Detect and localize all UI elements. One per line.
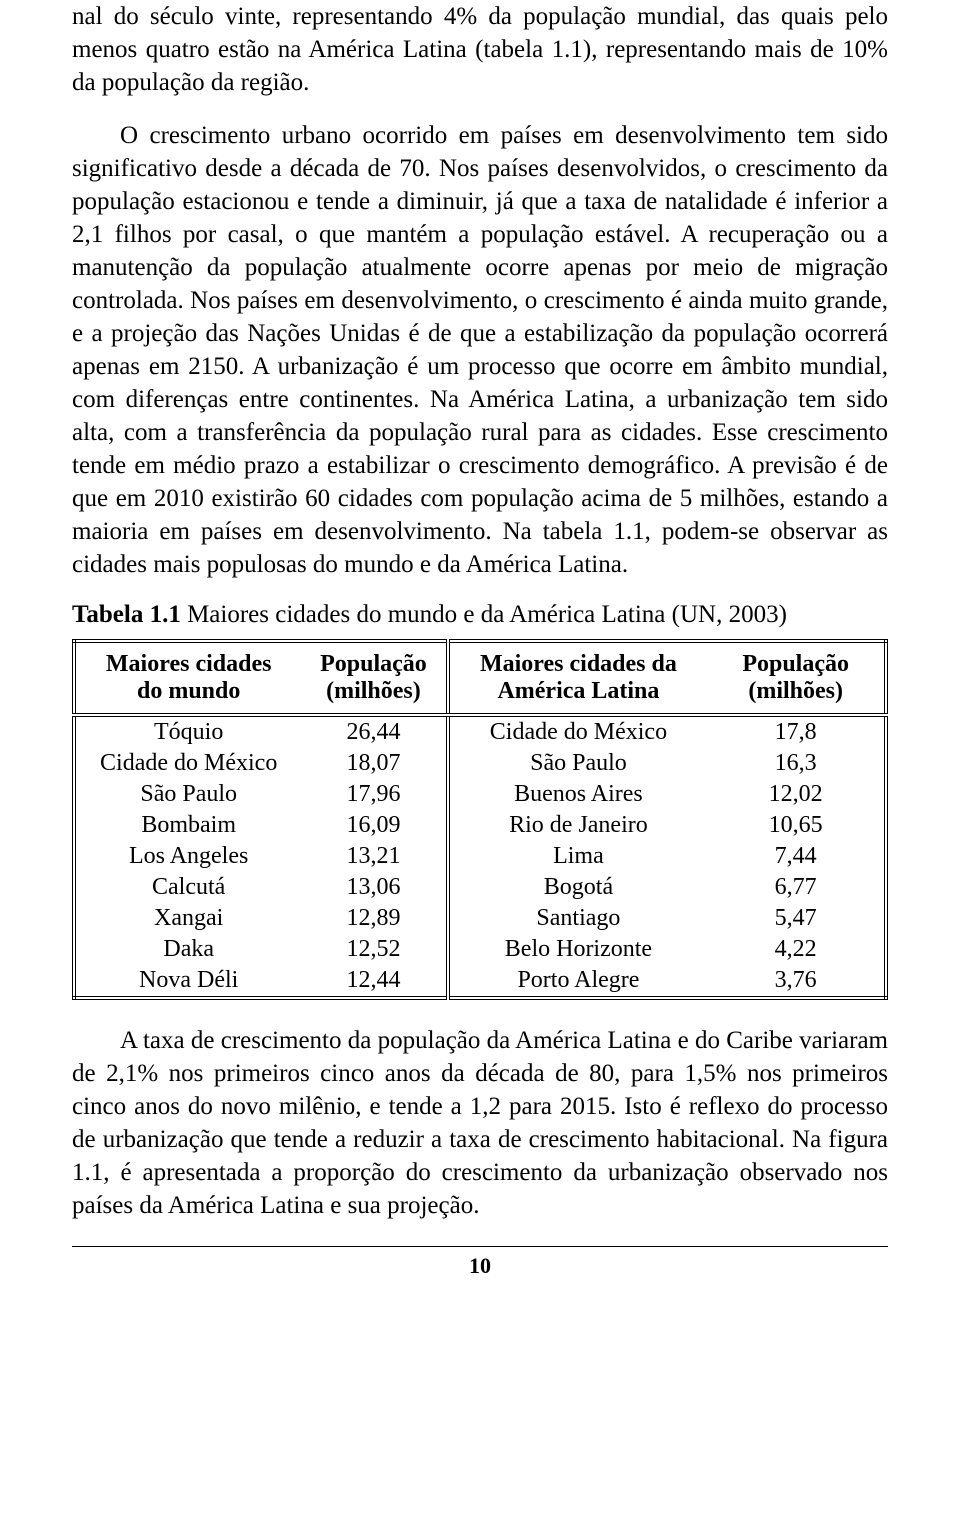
cell-la-pop: 6,77 [707,872,886,903]
cell-world-city: Daka [74,934,301,965]
cell-world-pop: 13,21 [301,841,447,872]
cell-world-city: Tóquio [74,715,301,748]
table-caption-label: Tabela 1.1 [72,601,181,628]
cell-la-pop: 3,76 [707,965,886,998]
cell-world-pop: 18,07 [301,748,447,779]
cell-la-pop: 17,8 [707,715,886,748]
table-header-row: Maiores cidades do mundo População (milh… [74,641,886,715]
cell-la-pop: 7,44 [707,841,886,872]
table-row: Tóquio26,44Cidade do México17,8 [74,715,886,748]
table-row: Nova Déli12,44Porto Alegre3,76 [74,965,886,998]
cell-la-city: Belo Horizonte [448,934,708,965]
table-row: Calcutá13,06Bogotá6,77 [74,872,886,903]
cell-world-pop: 12,44 [301,965,447,998]
cell-world-city: São Paulo [74,779,301,810]
table-row: Cidade do México18,07São Paulo16,3 [74,748,886,779]
cell-world-pop: 12,52 [301,934,447,965]
table-row: Xangai12,89Santiago5,47 [74,903,886,934]
cell-la-city: Lima [448,841,708,872]
cell-la-city: Porto Alegre [448,965,708,998]
cell-la-city: Rio de Janeiro [448,810,708,841]
cell-world-pop: 12,89 [301,903,447,934]
cell-world-city: Cidade do México [74,748,301,779]
cell-world-city: Los Angeles [74,841,301,872]
footer-rule [72,1246,888,1247]
table-row: Los Angeles13,21Lima7,44 [74,841,886,872]
cell-la-pop: 16,3 [707,748,886,779]
header-world-pop: População (milhões) [301,641,447,715]
cell-la-pop: 12,02 [707,779,886,810]
table-caption: Tabela 1.1 Maiores cidades do mundo e da… [72,601,888,629]
cell-world-pop: 26,44 [301,715,447,748]
cell-world-pop: 17,96 [301,779,447,810]
cell-world-city: Calcutá [74,872,301,903]
cell-world-city: Nova Déli [74,965,301,998]
cell-world-pop: 16,09 [301,810,447,841]
cell-la-pop: 4,22 [707,934,886,965]
cell-world-city: Xangai [74,903,301,934]
page-number: 10 [72,1253,888,1279]
table-body: Tóquio26,44Cidade do México17,8Cidade do… [74,715,886,998]
cell-la-city: Bogotá [448,872,708,903]
table-row: Bombaim16,09Rio de Janeiro10,65 [74,810,886,841]
cities-table: Maiores cidades do mundo População (milh… [72,639,888,1000]
paragraph-3: A taxa de crescimento da população da Am… [72,1024,888,1222]
header-la-pop: População (milhões) [707,641,886,715]
header-la-city: Maiores cidades da América Latina [448,641,708,715]
cell-world-city: Bombaim [74,810,301,841]
cell-la-city: Cidade do México [448,715,708,748]
table-row: Daka12,52Belo Horizonte4,22 [74,934,886,965]
cell-la-pop: 10,65 [707,810,886,841]
cell-world-pop: 13,06 [301,872,447,903]
paragraph-1: nal do século vinte, representando 4% da… [72,0,888,99]
cell-la-city: Buenos Aires [448,779,708,810]
paragraph-2: O crescimento urbano ocorrido em países … [72,119,888,581]
cell-la-city: Santiago [448,903,708,934]
cell-la-city: São Paulo [448,748,708,779]
table-row: São Paulo17,96Buenos Aires12,02 [74,779,886,810]
cell-la-pop: 5,47 [707,903,886,934]
header-world-city: Maiores cidades do mundo [74,641,301,715]
table-caption-text: Maiores cidades do mundo e da América La… [181,601,787,628]
document-page: nal do século vinte, representando 4% da… [0,0,960,1319]
